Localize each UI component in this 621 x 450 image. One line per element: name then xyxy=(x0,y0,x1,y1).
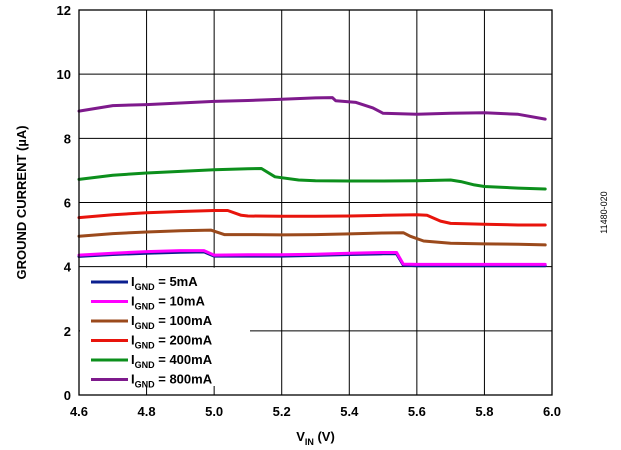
x-tick-label: 4.8 xyxy=(138,404,156,419)
legend-box xyxy=(80,267,250,386)
tick-labels: 4.6 4.8 5.0 5.2 5.4 5.6 5.8 6.0 0 2 4 6 8 10 12 xyxy=(57,3,562,419)
plot-frame xyxy=(78,9,553,396)
x-tick-label: 5.2 xyxy=(273,404,291,419)
y-tick-label: 4 xyxy=(64,260,72,275)
legend-label-2: IGND = 10mA xyxy=(131,294,205,312)
series-line-6 xyxy=(77,96,547,121)
figure-id: 11480-020 xyxy=(599,191,609,233)
series-line-4 xyxy=(77,209,547,227)
legend-label-6: IGND = 800mA xyxy=(131,372,213,390)
x-axis-title-subscript: IN xyxy=(305,437,314,447)
y-tick-label: 8 xyxy=(64,131,71,146)
x-tick-label: 5.4 xyxy=(340,404,359,419)
y-tick-label: 10 xyxy=(57,67,71,82)
x-axis-title-unit: (V) xyxy=(314,429,335,444)
series-line-5 xyxy=(77,167,547,191)
y-tick-label: 12 xyxy=(57,3,71,18)
x-tick-label: 4.6 xyxy=(70,404,88,419)
legend-label-4: IGND = 200mA xyxy=(131,333,213,351)
x-tick-label: 6.0 xyxy=(543,404,561,419)
legend-label-5: IGND = 400mA xyxy=(131,352,213,370)
series-lines xyxy=(77,96,547,268)
y-tick-label: 0 xyxy=(64,388,71,403)
y-tick-label: 6 xyxy=(64,196,71,211)
x-tick-label: 5.8 xyxy=(475,404,493,419)
legend-label-1: IGND = 5mA xyxy=(131,274,198,292)
x-tick-label: 5.0 xyxy=(205,404,223,419)
x-axis-title: VIN (V) xyxy=(296,429,335,447)
y-axis-title: GROUND CURRENT (µA) xyxy=(14,125,29,279)
grid-lines xyxy=(79,10,552,395)
x-axis-title-main: V xyxy=(296,429,305,444)
series-line-2 xyxy=(77,249,547,266)
y-tick-label: 2 xyxy=(64,324,71,339)
x-tick-label: 5.6 xyxy=(408,404,426,419)
series-line-3 xyxy=(77,228,547,247)
legend-label-3: IGND = 100mA xyxy=(131,313,213,331)
